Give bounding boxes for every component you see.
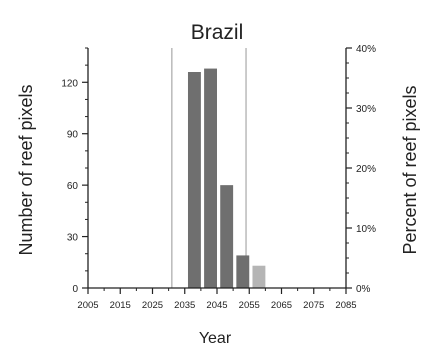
y-tick-label-60: 60 bbox=[67, 181, 79, 192]
x-tick-label-2045: 2045 bbox=[206, 300, 227, 311]
x-tick-label-2015: 2015 bbox=[110, 300, 131, 311]
x-tick-label-2025: 2025 bbox=[142, 300, 163, 311]
y2-tick-label-40: 40% bbox=[356, 44, 376, 55]
y2-tick-label-20: 20% bbox=[356, 164, 376, 175]
bar-2048 bbox=[220, 185, 234, 288]
x-axis-label: Year bbox=[199, 330, 232, 347]
chart-title: Brazil bbox=[191, 21, 244, 44]
y-axis-label: Number of reef pixels bbox=[16, 84, 36, 255]
bar-2043 bbox=[204, 68, 217, 288]
x-tick-label-2055: 2055 bbox=[239, 300, 260, 311]
y-tick-label-120: 120 bbox=[61, 78, 78, 89]
y2-tick-label-0: 0% bbox=[356, 284, 371, 295]
x-tick-label-2065: 2065 bbox=[271, 300, 292, 311]
plot-area: 0 30 60 90 120 0% 10% 20% 30% 40% 2005 2015 2025 2035… bbox=[61, 44, 376, 311]
x-tick-label-2075: 2075 bbox=[303, 300, 324, 311]
y-tick-label-0: 0 bbox=[72, 284, 78, 295]
y-tick-label-90: 90 bbox=[67, 130, 79, 141]
y-tick-label-30: 30 bbox=[67, 233, 79, 244]
y2-tick-label-10: 10% bbox=[356, 224, 376, 235]
bar-2053 bbox=[236, 255, 250, 288]
secondary-y-axis-label: Percent of reef pixels bbox=[400, 85, 420, 254]
x-tick-label-2005: 2005 bbox=[77, 300, 98, 311]
x-tick-label-2085: 2085 bbox=[335, 300, 356, 311]
y2-tick-label-30: 30% bbox=[356, 104, 376, 115]
bar-2058 bbox=[252, 265, 266, 288]
bar-2038 bbox=[187, 72, 201, 288]
x-tick-label-2035: 2035 bbox=[174, 300, 195, 311]
